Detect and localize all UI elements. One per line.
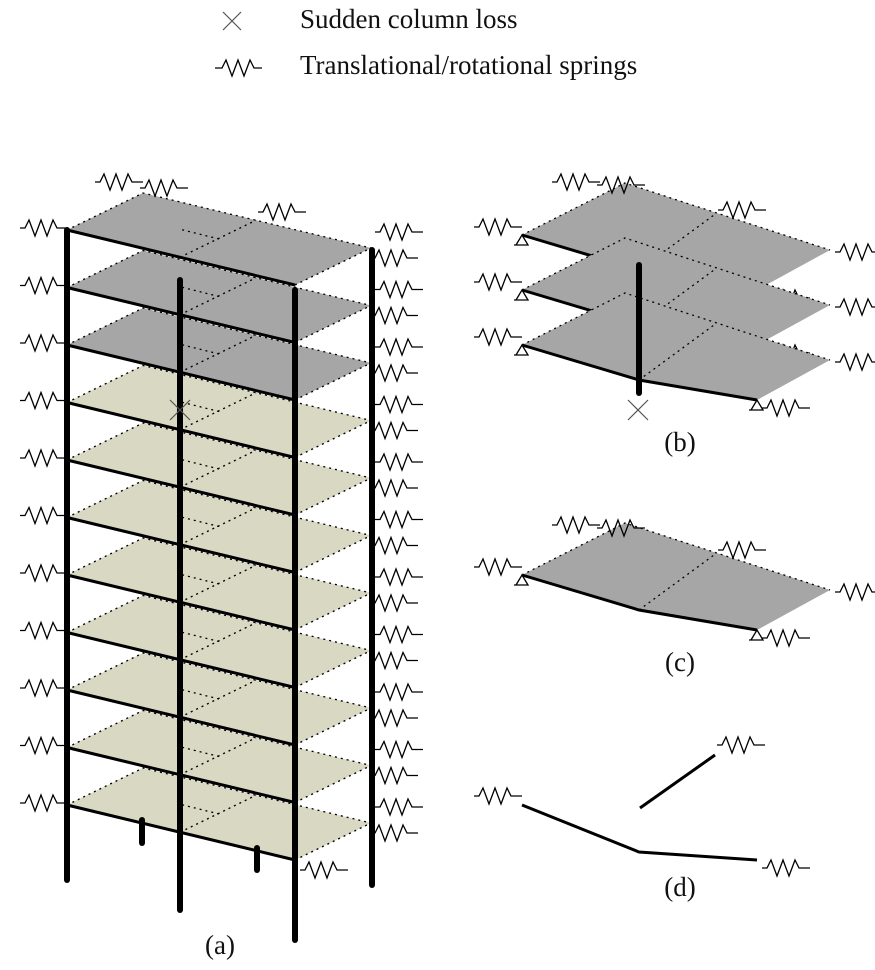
spring bbox=[375, 339, 423, 355]
panel-label: (d) bbox=[664, 872, 695, 902]
spring bbox=[375, 799, 423, 815]
spring bbox=[370, 595, 418, 611]
spring bbox=[375, 224, 423, 240]
spring bbox=[370, 768, 418, 784]
spring bbox=[552, 174, 600, 190]
spring bbox=[20, 278, 68, 294]
spring bbox=[762, 400, 810, 416]
spring bbox=[375, 282, 423, 298]
spring bbox=[835, 244, 875, 260]
spring bbox=[300, 862, 348, 878]
spring bbox=[835, 584, 875, 600]
spring bbox=[370, 653, 418, 669]
spring bbox=[375, 397, 423, 413]
spring bbox=[370, 423, 418, 439]
support bbox=[749, 630, 763, 640]
panel-label: (b) bbox=[664, 427, 695, 457]
spring bbox=[370, 480, 418, 496]
spring bbox=[375, 684, 423, 700]
spring bbox=[20, 450, 68, 466]
spring bbox=[370, 365, 418, 381]
column-loss-icon bbox=[223, 12, 241, 30]
spring bbox=[370, 308, 418, 324]
spring bbox=[370, 250, 418, 266]
spring bbox=[552, 517, 600, 533]
spring bbox=[762, 860, 810, 876]
spring bbox=[474, 274, 522, 290]
spring bbox=[20, 738, 68, 754]
column-loss bbox=[628, 400, 648, 420]
panel-label: (a) bbox=[205, 930, 235, 960]
structure bbox=[20, 174, 875, 940]
support bbox=[749, 400, 763, 410]
spring bbox=[370, 825, 418, 841]
spring bbox=[370, 538, 418, 554]
spring bbox=[375, 627, 423, 643]
legend-label: Sudden column loss bbox=[300, 4, 518, 34]
spring bbox=[375, 454, 423, 470]
spring bbox=[474, 788, 522, 804]
spring bbox=[140, 180, 188, 196]
spring bbox=[717, 737, 765, 753]
spring bbox=[474, 329, 522, 345]
legend: Sudden column loss Translational/rotatio… bbox=[215, 4, 637, 80]
spring bbox=[20, 680, 68, 696]
panel-label: (c) bbox=[665, 647, 695, 677]
spring bbox=[375, 742, 423, 758]
spring bbox=[762, 630, 810, 646]
spring bbox=[474, 559, 522, 575]
spring bbox=[258, 204, 306, 220]
spring bbox=[20, 795, 68, 811]
spring bbox=[835, 354, 875, 370]
beam bbox=[522, 805, 757, 860]
spring bbox=[718, 202, 766, 218]
spring bbox=[20, 508, 68, 524]
figure: Sudden column loss Translational/rotatio… bbox=[0, 0, 875, 970]
spring bbox=[20, 565, 68, 581]
spring bbox=[474, 219, 522, 235]
spring-icon bbox=[215, 60, 262, 76]
spring bbox=[718, 542, 766, 558]
spring bbox=[835, 299, 875, 315]
legend-label: Translational/rotational springs bbox=[300, 50, 637, 80]
spring bbox=[95, 174, 143, 190]
spring bbox=[20, 393, 68, 409]
spring bbox=[375, 569, 423, 585]
spring bbox=[20, 335, 68, 351]
spring bbox=[20, 623, 68, 639]
spring bbox=[375, 512, 423, 528]
spring bbox=[370, 710, 418, 726]
beam bbox=[640, 755, 715, 808]
spring bbox=[20, 220, 68, 236]
